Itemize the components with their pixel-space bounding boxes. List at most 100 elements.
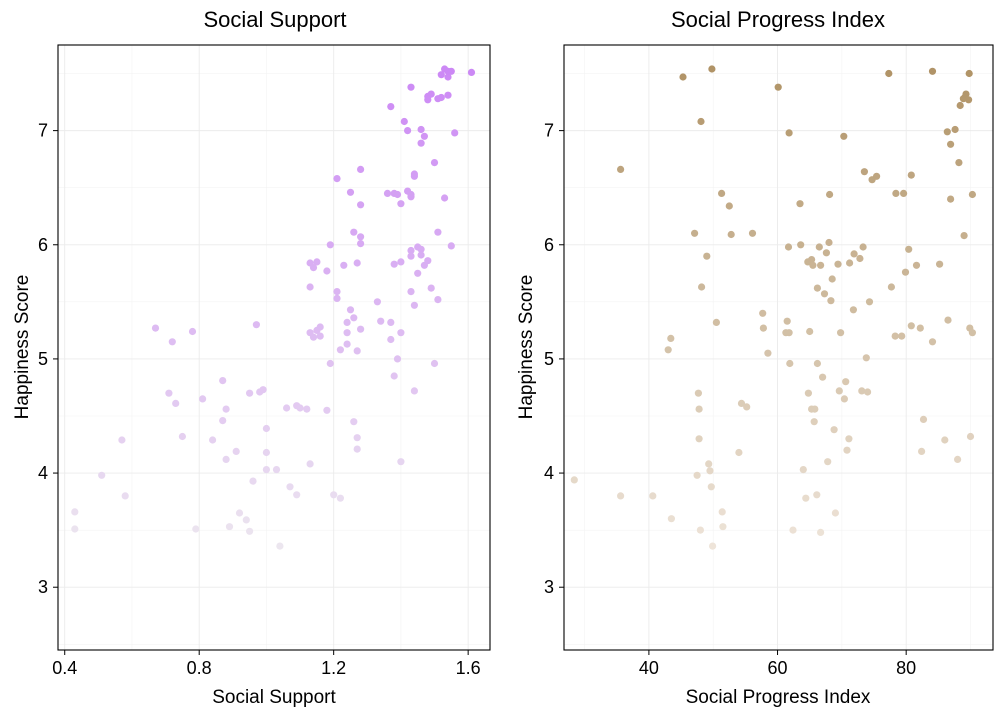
data-point <box>353 445 361 453</box>
data-point <box>410 172 418 180</box>
x-tick-label: 80 <box>896 658 916 678</box>
data-point <box>783 317 791 325</box>
data-point <box>420 132 428 140</box>
y-tick-label: 7 <box>38 121 48 141</box>
data-point <box>719 523 727 531</box>
data-point <box>718 189 726 197</box>
data-point <box>346 188 355 196</box>
data-point <box>698 283 706 291</box>
data-point <box>417 245 425 253</box>
data-point <box>828 275 836 283</box>
data-point <box>246 527 254 535</box>
data-point <box>815 243 823 251</box>
data-point <box>326 359 334 368</box>
data-point <box>789 526 797 534</box>
data-point <box>225 523 234 531</box>
data-point <box>427 90 435 98</box>
data-point <box>834 260 842 268</box>
panel-1-grid <box>58 45 490 650</box>
data-point <box>804 389 813 397</box>
data-point <box>825 238 833 247</box>
data-point <box>410 301 418 309</box>
data-point <box>796 200 804 208</box>
data-point <box>849 306 858 314</box>
data-point <box>845 435 853 443</box>
data-point <box>407 190 415 199</box>
data-point <box>333 175 341 183</box>
data-point <box>865 298 874 306</box>
data-point <box>649 492 657 500</box>
data-point <box>336 346 344 354</box>
data-point <box>219 377 227 385</box>
data-point <box>905 245 913 253</box>
data-point <box>357 201 365 209</box>
data-point <box>759 324 768 332</box>
data-point <box>404 127 412 135</box>
data-point <box>697 117 705 126</box>
data-point <box>810 418 818 426</box>
data-point <box>727 230 735 239</box>
y-tick-label: 5 <box>38 349 48 369</box>
data-point <box>350 314 358 322</box>
data-point <box>840 132 848 140</box>
data-point <box>664 346 672 354</box>
data-point <box>387 103 395 111</box>
panel-2-grid <box>564 45 993 650</box>
data-point <box>407 288 415 296</box>
data-point <box>947 140 955 148</box>
data-point <box>748 229 757 237</box>
data-point <box>843 446 851 454</box>
data-point <box>901 268 910 276</box>
data-point <box>188 327 197 336</box>
data-point <box>570 476 578 484</box>
data-point <box>121 492 129 500</box>
data-point <box>709 542 717 550</box>
data-point <box>802 494 810 502</box>
data-point <box>222 405 230 413</box>
panel-1-title: Social Support <box>203 7 346 32</box>
data-point <box>919 415 928 423</box>
data-point <box>966 432 975 441</box>
data-point <box>826 190 834 199</box>
data-point <box>296 404 304 412</box>
data-point <box>785 329 793 337</box>
data-point <box>928 67 937 75</box>
data-point <box>892 189 900 197</box>
data-point <box>441 194 449 202</box>
data-point <box>444 91 452 99</box>
data-point <box>343 340 351 348</box>
data-point <box>333 294 341 302</box>
data-point <box>667 334 675 342</box>
data-point <box>891 332 899 340</box>
data-point <box>943 128 951 136</box>
data-point <box>165 389 173 397</box>
data-point <box>451 129 459 137</box>
data-point <box>707 483 715 491</box>
data-point <box>377 317 385 325</box>
panel-2-y-label: Happiness Score <box>516 275 537 420</box>
data-point <box>695 435 703 443</box>
data-point <box>393 190 402 199</box>
data-point <box>813 359 822 368</box>
data-point <box>737 399 746 407</box>
data-point <box>898 332 906 340</box>
data-point <box>71 525 79 533</box>
data-point <box>350 418 358 426</box>
data-point <box>397 200 405 208</box>
data-point <box>960 232 968 240</box>
data-point <box>390 372 398 380</box>
data-point <box>712 318 721 326</box>
data-point <box>424 257 432 265</box>
data-point <box>151 324 160 332</box>
data-point <box>864 388 872 396</box>
data-point <box>293 491 301 499</box>
data-point <box>691 229 699 237</box>
data-point <box>336 494 344 502</box>
data-point <box>944 316 952 324</box>
data-point <box>887 283 896 291</box>
data-point <box>353 434 361 442</box>
data-point <box>968 329 977 337</box>
data-point <box>808 256 816 264</box>
data-point <box>617 165 625 173</box>
